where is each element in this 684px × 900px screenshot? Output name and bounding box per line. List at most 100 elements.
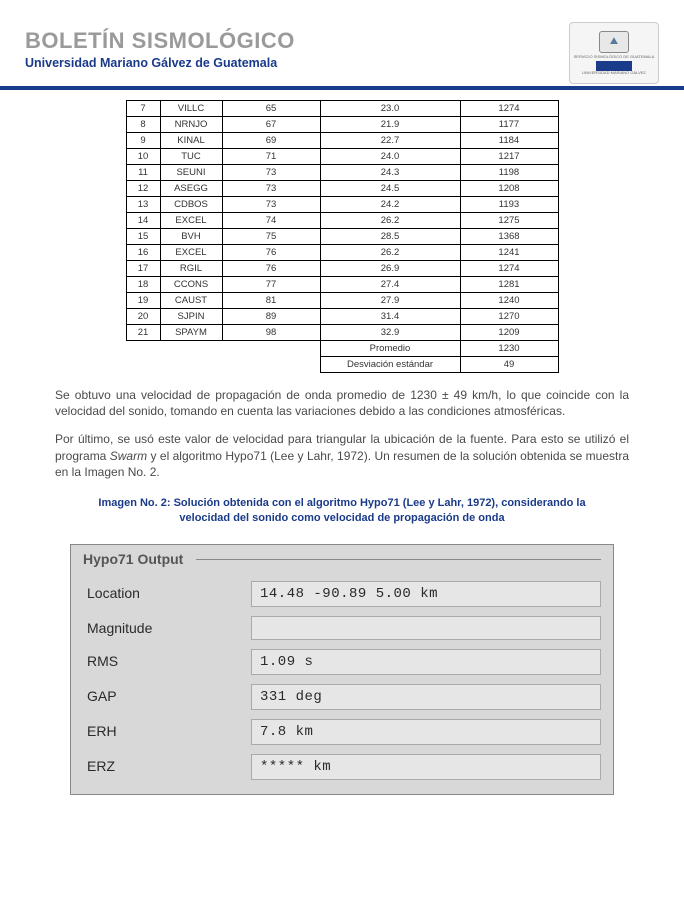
cell-index: 9 bbox=[126, 133, 160, 149]
cell-station: KINAL bbox=[160, 133, 222, 149]
cell-b: 26.9 bbox=[320, 261, 460, 277]
cell-station: VILLC bbox=[160, 101, 222, 117]
cell-station: RGIL bbox=[160, 261, 222, 277]
summary-avg-label: Promedio bbox=[320, 341, 460, 357]
body-text: Se obtuvo una velocidad de propagación d… bbox=[0, 373, 684, 480]
table-row: 19CAUST8127.91240 bbox=[126, 293, 558, 309]
cell-c: 1217 bbox=[460, 149, 558, 165]
output-value: 14.48 -90.89 5.00 km bbox=[251, 581, 601, 607]
cell-a: 89 bbox=[222, 309, 320, 325]
cell-index: 16 bbox=[126, 245, 160, 261]
velocity-table: 7VILLC6523.012748NRNJO6721.911779KINAL69… bbox=[126, 100, 559, 373]
cell-b: 27.4 bbox=[320, 277, 460, 293]
cell-station: NRNJO bbox=[160, 117, 222, 133]
table-row: 15BVH7528.51368 bbox=[126, 229, 558, 245]
hypo71-output-panel: Hypo71 Output Location14.48 -90.89 5.00 … bbox=[70, 544, 614, 795]
cell-c: 1274 bbox=[460, 261, 558, 277]
cell-index: 19 bbox=[126, 293, 160, 309]
cell-station: TUC bbox=[160, 149, 222, 165]
summary-avg-value: 1230 bbox=[460, 341, 558, 357]
output-value bbox=[251, 616, 601, 640]
cell-b: 24.3 bbox=[320, 165, 460, 181]
table-row: 9KINAL6922.71184 bbox=[126, 133, 558, 149]
cell-index: 13 bbox=[126, 197, 160, 213]
cell-c: 1177 bbox=[460, 117, 558, 133]
cell-station: SPAYM bbox=[160, 325, 222, 341]
cell-station: ASEGG bbox=[160, 181, 222, 197]
header: BOLETÍN SISMOLÓGICO Universidad Mariano … bbox=[0, 0, 684, 78]
table-row: 18CCONS7727.41281 bbox=[126, 277, 558, 293]
cell-c: 1270 bbox=[460, 309, 558, 325]
cell-index: 12 bbox=[126, 181, 160, 197]
table-row: 12ASEGG7324.51208 bbox=[126, 181, 558, 197]
cell-a: 69 bbox=[222, 133, 320, 149]
paragraph-1: Se obtuvo una velocidad de propagación d… bbox=[55, 387, 629, 419]
table-row: 10TUC7124.01217 bbox=[126, 149, 558, 165]
header-divider bbox=[0, 86, 684, 90]
cell-c: 1209 bbox=[460, 325, 558, 341]
cell-a: 67 bbox=[222, 117, 320, 133]
paragraph-2: Por último, se usó este valor de velocid… bbox=[55, 431, 629, 480]
cell-index: 7 bbox=[126, 101, 160, 117]
summary-std-label: Desviación estándar bbox=[320, 357, 460, 373]
cell-b: 27.9 bbox=[320, 293, 460, 309]
cell-a: 65 bbox=[222, 101, 320, 117]
cell-index: 10 bbox=[126, 149, 160, 165]
table-row: 13CDBOS7324.21193 bbox=[126, 197, 558, 213]
cell-a: 74 bbox=[222, 213, 320, 229]
page-title: BOLETÍN SISMOLÓGICO bbox=[25, 28, 659, 54]
logo-text-1: SERVICIO SISMOLÓGICO DE GUATEMALA bbox=[574, 55, 655, 60]
cell-b: 26.2 bbox=[320, 213, 460, 229]
figure-caption: Imagen No. 2: Solución obtenida con el a… bbox=[0, 492, 684, 538]
cell-a: 75 bbox=[222, 229, 320, 245]
output-label: RMS bbox=[83, 649, 243, 675]
cell-b: 22.7 bbox=[320, 133, 460, 149]
cell-a: 73 bbox=[222, 181, 320, 197]
table-row: 17RGIL7626.91274 bbox=[126, 261, 558, 277]
cell-index: 20 bbox=[126, 309, 160, 325]
cell-a: 76 bbox=[222, 245, 320, 261]
cell-a: 73 bbox=[222, 165, 320, 181]
table-row: 8NRNJO6721.91177 bbox=[126, 117, 558, 133]
logo-text-2: UNIVERSIDAD MARIANO GÁLVEZ bbox=[582, 71, 646, 76]
cell-a: 77 bbox=[222, 277, 320, 293]
cell-index: 14 bbox=[126, 213, 160, 229]
output-label: GAP bbox=[83, 684, 243, 710]
cell-c: 1368 bbox=[460, 229, 558, 245]
cell-c: 1240 bbox=[460, 293, 558, 309]
cell-index: 11 bbox=[126, 165, 160, 181]
output-label: Magnitude bbox=[83, 616, 243, 640]
output-value: 331 deg bbox=[251, 684, 601, 710]
cell-b: 24.5 bbox=[320, 181, 460, 197]
output-label: ERZ bbox=[83, 754, 243, 780]
cell-b: 26.2 bbox=[320, 245, 460, 261]
cell-a: 98 bbox=[222, 325, 320, 341]
cell-c: 1208 bbox=[460, 181, 558, 197]
cell-b: 32.9 bbox=[320, 325, 460, 341]
output-value: 1.09 s bbox=[251, 649, 601, 675]
cell-a: 73 bbox=[222, 197, 320, 213]
cell-b: 24.2 bbox=[320, 197, 460, 213]
table-row: 16EXCEL7626.21241 bbox=[126, 245, 558, 261]
cell-index: 15 bbox=[126, 229, 160, 245]
cell-station: SJPIN bbox=[160, 309, 222, 325]
cell-b: 28.5 bbox=[320, 229, 460, 245]
table-row: 20SJPIN8931.41270 bbox=[126, 309, 558, 325]
cell-station: SEUNI bbox=[160, 165, 222, 181]
output-title: Hypo71 Output bbox=[83, 551, 187, 567]
cell-b: 21.9 bbox=[320, 117, 460, 133]
cell-b: 24.0 bbox=[320, 149, 460, 165]
cell-index: 21 bbox=[126, 325, 160, 341]
cell-index: 17 bbox=[126, 261, 160, 277]
cell-b: 23.0 bbox=[320, 101, 460, 117]
table-row: 14EXCEL7426.21275 bbox=[126, 213, 558, 229]
cell-index: 18 bbox=[126, 277, 160, 293]
cell-c: 1184 bbox=[460, 133, 558, 149]
table-row: 11SEUNI7324.31198 bbox=[126, 165, 558, 181]
table-row: 21SPAYM9832.91209 bbox=[126, 325, 558, 341]
output-label: ERH bbox=[83, 719, 243, 745]
cell-station: EXCEL bbox=[160, 213, 222, 229]
output-value: 7.8 km bbox=[251, 719, 601, 745]
cell-a: 71 bbox=[222, 149, 320, 165]
output-value: ***** km bbox=[251, 754, 601, 780]
